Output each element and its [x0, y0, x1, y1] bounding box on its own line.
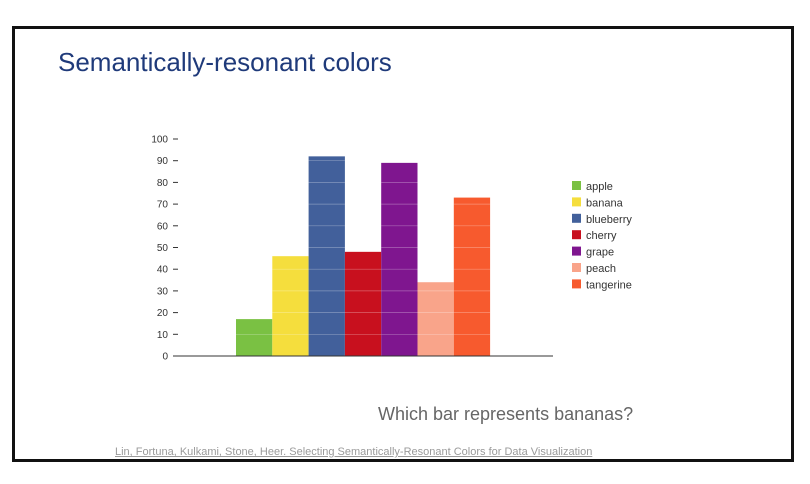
y-tick-label: 100	[151, 135, 168, 146]
slide-title: Semantically-resonant colors	[58, 47, 392, 77]
question-text: Which bar represents bananas?	[378, 404, 634, 424]
bar-banana	[272, 256, 309, 356]
y-tick-label: 60	[157, 221, 169, 232]
legend-label-blueberry: blueberry	[586, 214, 632, 226]
legend-swatch-banana	[572, 197, 581, 207]
legend-label-grape: grape	[586, 247, 614, 259]
bar-apple	[236, 319, 273, 356]
legend-swatch-blueberry	[572, 213, 581, 223]
citation-link[interactable]: Lin, Fortuna, Kulkami, Stone, Heer. Sele…	[115, 446, 593, 458]
legend-label-tangerine: tangerine	[586, 279, 632, 291]
y-tick-label: 0	[162, 352, 168, 363]
legend-swatch-tangerine	[572, 279, 581, 289]
legend-label-peach: peach	[586, 263, 616, 275]
slide: Semantically-resonant colors Which bar r…	[12, 26, 794, 462]
legend-swatch-apple	[572, 181, 581, 190]
legend-swatch-grape	[572, 246, 581, 256]
legend-label-banana: banana	[586, 197, 624, 209]
legend-swatch-peach	[572, 263, 581, 272]
bar-tangerine	[453, 197, 491, 356]
y-tick-label: 30	[157, 286, 169, 297]
y-axis: 0 10 20 30 40 50 60 70 80 90 100	[151, 135, 178, 363]
bars	[236, 156, 491, 356]
y-tick-label: 80	[157, 178, 169, 189]
y-tick-label: 90	[157, 156, 169, 167]
legend: apple banana blueberry cherry grape peach tang…	[572, 181, 632, 291]
y-tick-label: 70	[157, 200, 169, 211]
y-tick-label: 40	[157, 265, 169, 276]
legend-label-cherry: cherry	[586, 230, 617, 242]
bar-cherry	[344, 251, 382, 356]
y-tick-label: 10	[157, 330, 169, 341]
bar-peach	[417, 282, 454, 356]
y-tick-label: 50	[157, 243, 169, 254]
y-tick-label: 20	[157, 308, 169, 319]
bar-grape	[381, 162, 418, 356]
legend-swatch-cherry	[572, 230, 581, 240]
legend-label-apple: apple	[586, 181, 613, 193]
bar-blueberry	[308, 156, 345, 356]
